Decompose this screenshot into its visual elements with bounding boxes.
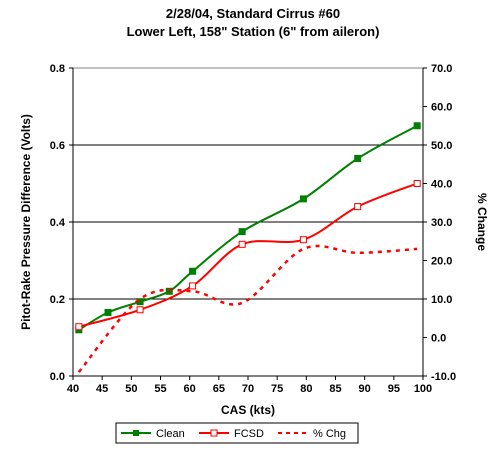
data-point (104, 308, 112, 316)
x-tick-label: 75 (271, 383, 283, 395)
x-tick-label: 85 (329, 383, 341, 395)
y-tick-label: 0.0 (50, 371, 65, 383)
data-point (165, 287, 173, 295)
legend-label-fcsd: FCSD (234, 428, 264, 440)
data-point (413, 122, 421, 130)
legend-item-pct-chg: % Chg (278, 428, 346, 440)
y2-tick-label: 70.0 (431, 63, 452, 75)
y-tick-label: 0.4 (50, 217, 66, 229)
x-tick-label: 65 (213, 383, 225, 395)
data-point (299, 195, 307, 203)
legend-label-clean: Clean (156, 428, 185, 440)
y-tick-label: 0.8 (50, 63, 65, 75)
series-layer (75, 122, 421, 373)
x-tick-label: 70 (242, 383, 254, 395)
y-tick-label: 0.6 (50, 140, 65, 152)
chart-subtitle: Lower Left, 158" Station (6" from ailero… (127, 24, 380, 39)
x-tick-label: 40 (67, 383, 79, 395)
data-point (238, 228, 246, 236)
gridlines (73, 144, 423, 300)
x-tick-label: 50 (125, 383, 137, 395)
y2-tick-labels: -10.0 0.0 10.0 20.0 30.0 40.0 50.0 60.0 70.0 (431, 63, 456, 383)
legend-label-pct-chg: % Chg (313, 428, 346, 440)
data-point (299, 236, 307, 244)
y2-axis-title: % Change (475, 193, 489, 251)
plot-area (72, 67, 424, 377)
data-point (354, 203, 362, 211)
chart-title: 2/28/04, Standard Cirrus #60 (166, 6, 340, 21)
series-chg (77, 244, 418, 373)
x-tick-label: 90 (359, 383, 371, 395)
data-point (413, 180, 421, 187)
x-tick-label: 80 (300, 383, 312, 395)
y2-tick-label: 40.0 (431, 179, 452, 191)
y2-tick-label: 10.0 (431, 294, 452, 306)
x-tick-label: 100 (414, 383, 432, 395)
y-tick-label: 0.2 (50, 294, 65, 306)
y-axis-title: Pitot-Rake Pressure Difference (Volts) (19, 114, 33, 330)
x-tick-label: 60 (184, 383, 196, 395)
x-tick-labels: 40 45 50 55 60 65 70 75 80 85 90 95 100 (67, 383, 432, 395)
y2-tick-label: -10.0 (431, 371, 456, 383)
y-tick-labels: 0.0 0.2 0.4 0.6 0.8 (50, 63, 66, 383)
x-tick-label: 45 (96, 383, 108, 395)
series-line-chg (77, 244, 418, 373)
legend-item-fcsd: FCSD (199, 428, 264, 440)
data-point (189, 267, 197, 275)
x-axis-title: CAS (kts) (221, 403, 275, 417)
data-point (189, 282, 197, 290)
legend-box (115, 422, 359, 444)
x-tick-label: 55 (154, 383, 166, 395)
axes (69, 67, 427, 380)
y2-tick-label: 20.0 (431, 256, 452, 268)
series-clean (75, 122, 421, 334)
legend-item-clean: Clean (121, 428, 185, 440)
x-tick-label: 95 (388, 383, 400, 395)
data-point (238, 240, 246, 248)
data-point (75, 323, 83, 331)
data-point (136, 306, 144, 314)
y2-tick-label: 30.0 (431, 217, 452, 229)
data-point (354, 154, 362, 162)
y2-tick-label: 0.0 (431, 333, 446, 345)
series-fcsd (75, 180, 421, 331)
y2-tick-label: 60.0 (431, 102, 452, 114)
y2-tick-label: 50.0 (431, 140, 452, 152)
legend: Clean FCSD % Chg (115, 422, 359, 444)
